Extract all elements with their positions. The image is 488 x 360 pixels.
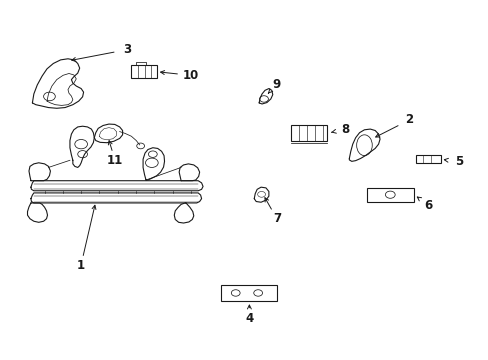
Text: 8: 8 — [340, 123, 348, 136]
Text: 1: 1 — [77, 260, 85, 273]
Text: 4: 4 — [245, 312, 253, 325]
Text: 6: 6 — [424, 199, 432, 212]
Bar — [290, 126, 327, 140]
Text: 2: 2 — [405, 113, 412, 126]
Bar — [221, 285, 277, 301]
Bar — [131, 65, 157, 78]
Text: 7: 7 — [272, 212, 281, 225]
Text: 9: 9 — [272, 78, 280, 91]
Text: 3: 3 — [123, 43, 131, 56]
Bar — [366, 188, 413, 202]
Text: 10: 10 — [182, 69, 199, 82]
Bar — [415, 155, 440, 163]
Text: 11: 11 — [107, 154, 123, 167]
Text: 5: 5 — [454, 155, 462, 168]
